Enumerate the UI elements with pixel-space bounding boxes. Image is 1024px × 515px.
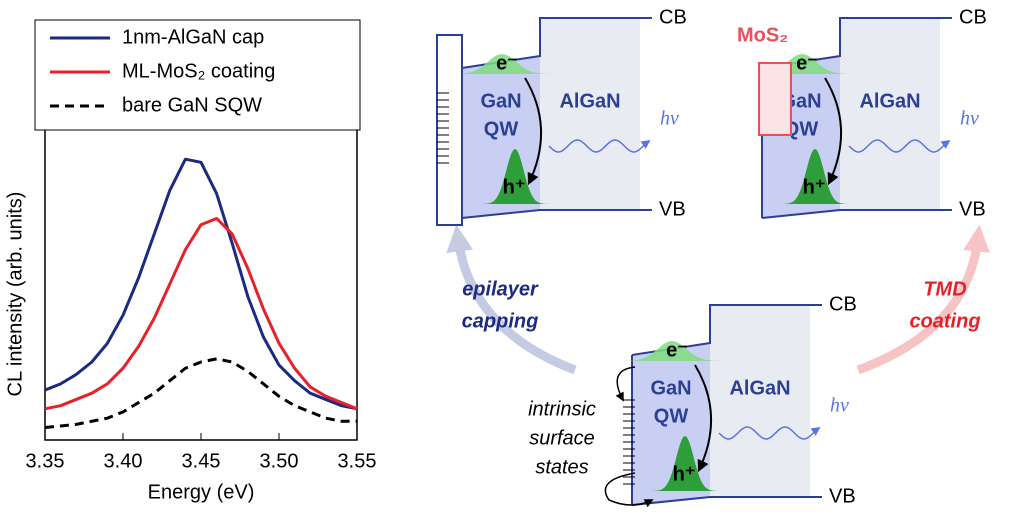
x-tick-label: 3.55: [338, 450, 377, 472]
well-label: GaN: [480, 90, 521, 112]
hole-wavefunction: [775, 149, 855, 204]
series-line: [44, 216, 358, 411]
legend-label: bare GaN SQW: [122, 94, 262, 116]
electron-label: e⁻: [666, 339, 688, 361]
x-tick-label: 3.35: [26, 450, 65, 472]
vb-label: VB: [959, 198, 986, 220]
barrier-region: [710, 305, 810, 497]
band-edge: [631, 496, 822, 506]
capture-arrow: [615, 366, 636, 402]
arrow-label: capping: [462, 310, 539, 332]
cap-layer: [436, 34, 463, 226]
hole-label: h⁺: [673, 463, 696, 485]
barrier-region: [840, 18, 940, 210]
x-tick-label: 3.50: [260, 450, 299, 472]
photon-wave: [548, 139, 651, 153]
legend-box: [34, 19, 361, 131]
photon-label: hν: [960, 108, 979, 130]
hole-wavefunction: [475, 149, 555, 204]
photon-label: hν: [660, 108, 679, 130]
arrow-label: coating: [909, 310, 980, 332]
legend-label: 1nm-AlGaN cap: [122, 26, 264, 48]
electron-label: e⁻: [796, 52, 818, 74]
arrow-label: epilayer: [462, 278, 539, 300]
barrier-label: AlGaN: [859, 90, 920, 112]
recombination-arrow: [524, 77, 543, 186]
coating-label: MoS₂: [737, 24, 788, 46]
recombination-arrow: [824, 77, 843, 186]
barrier-label: AlGaN: [729, 377, 790, 399]
electron-label: e⁻: [496, 52, 518, 74]
band-edge: [761, 209, 952, 219]
cb-label: CB: [659, 6, 687, 28]
well-label: QW: [484, 118, 519, 140]
surface-states-label: surface: [529, 427, 595, 449]
legend-label: ML-MoS₂ coating: [122, 60, 275, 82]
arrow-label: TMD: [923, 278, 966, 300]
arrow: [446, 224, 577, 375]
hole-wavefunction: [645, 436, 725, 491]
vb-label: VB: [829, 485, 856, 507]
electron-wavefunction: [607, 341, 737, 361]
hole-label: h⁺: [803, 176, 826, 198]
series-line: [44, 357, 357, 430]
band-edge: [461, 209, 652, 219]
hole-label: h⁺: [503, 176, 526, 198]
surface-states-label: states: [535, 456, 588, 478]
x-tick-label: 3.45: [182, 450, 221, 472]
well-label: GaN: [650, 377, 691, 399]
series-line: [44, 157, 358, 411]
well-label: QW: [654, 405, 689, 427]
x-axis-label: Energy (eV): [148, 481, 255, 503]
surface-states-label: intrinsic: [528, 398, 596, 420]
vb-label: VB: [659, 198, 686, 220]
recombination-arrow: [694, 364, 713, 473]
electron-wavefunction: [737, 54, 867, 74]
photon-wave: [848, 139, 951, 153]
photon-wave: [718, 426, 821, 440]
x-tick-label: 3.40: [104, 450, 143, 472]
coating-layer: [758, 62, 792, 136]
barrier-region: [540, 18, 640, 210]
capture-arrow: [604, 472, 654, 508]
well-label: QW: [784, 118, 819, 140]
arrow: [856, 224, 990, 375]
barrier-label: AlGaN: [559, 90, 620, 112]
electron-wavefunction: [437, 54, 567, 74]
photon-label: hν: [830, 395, 849, 417]
cb-label: CB: [829, 293, 857, 315]
y-axis-label: CL intensity (arb. units): [4, 192, 26, 397]
cb-label: CB: [959, 6, 987, 28]
